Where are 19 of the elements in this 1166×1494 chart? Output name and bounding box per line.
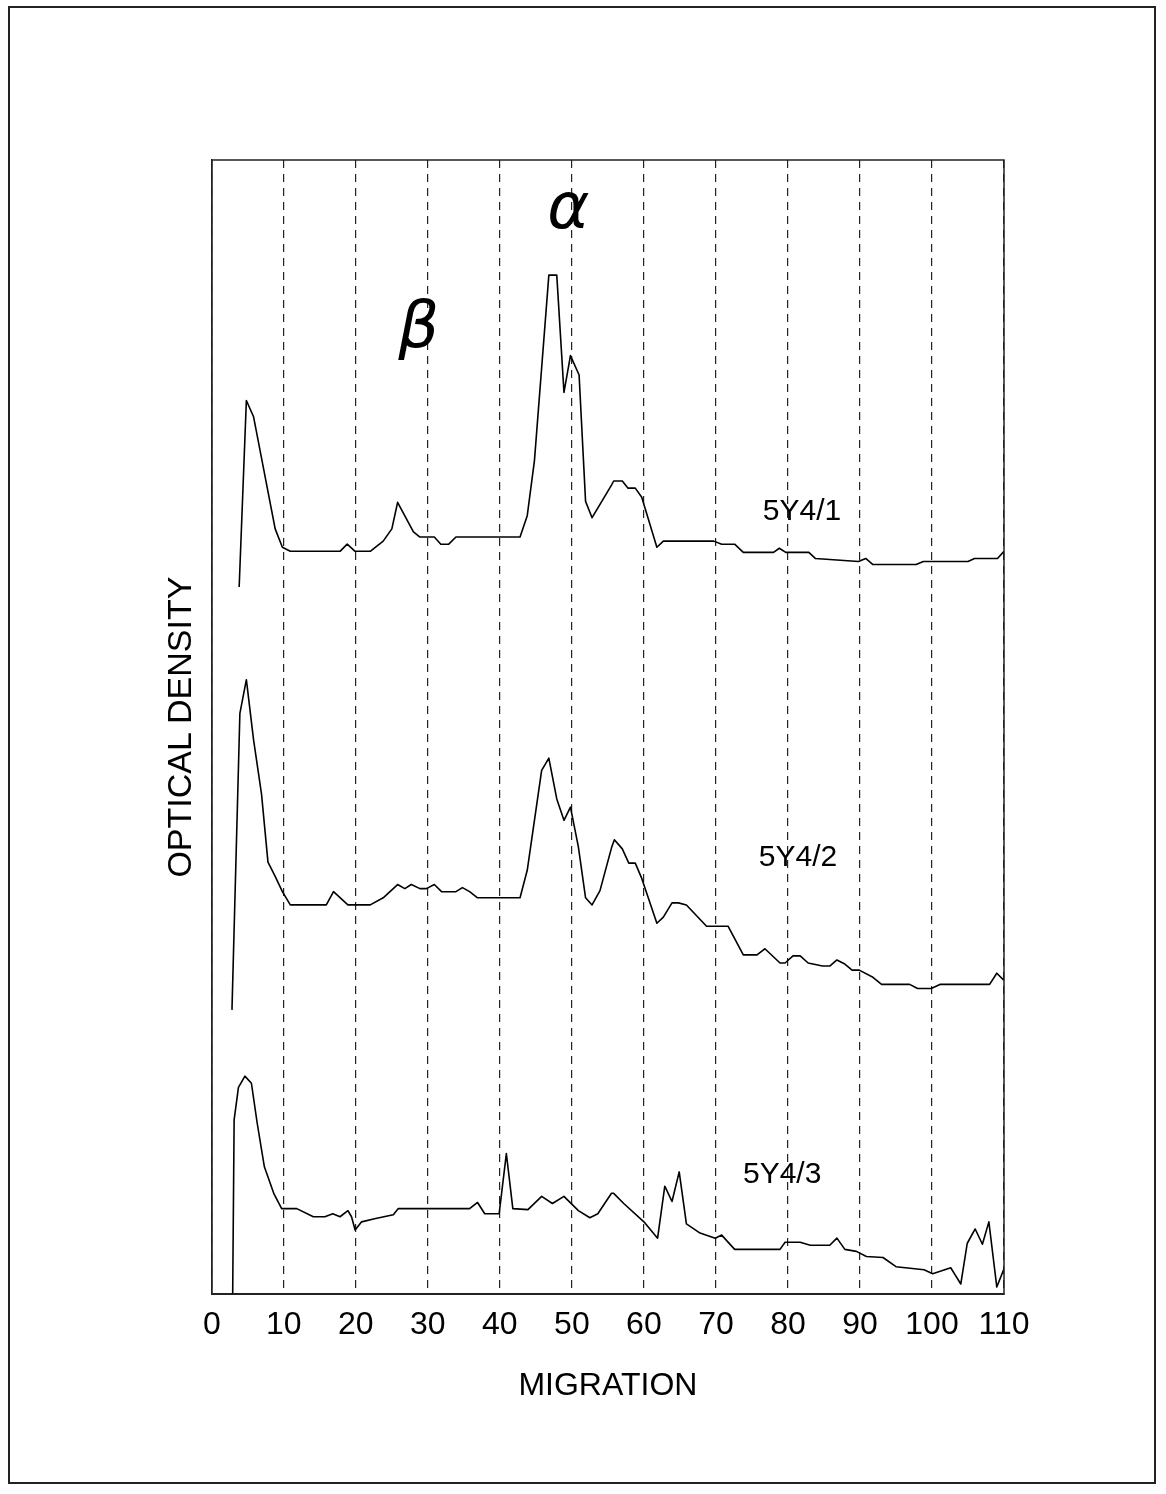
x-tick-label: 0 xyxy=(202,1305,221,1342)
x-tick-label: 50 xyxy=(554,1305,590,1342)
x-tick-label: 80 xyxy=(770,1305,806,1342)
x-tick-label: 70 xyxy=(698,1305,734,1342)
annotation: β xyxy=(397,287,439,362)
x-tick-label: 30 xyxy=(410,1305,446,1342)
x-tick-label: 40 xyxy=(482,1305,518,1342)
text: 5Y4/2 xyxy=(758,838,838,872)
x-tick-label: 20 xyxy=(338,1305,374,1342)
series-label: 5Y4/3 xyxy=(742,1156,822,1190)
text: α xyxy=(547,168,590,243)
x-tick-label: 90 xyxy=(842,1305,878,1342)
x-tick-label: 110 xyxy=(978,1305,1030,1342)
x-tick-label: 100 xyxy=(905,1305,959,1342)
x-axis-title: MIGRATION xyxy=(518,1365,698,1402)
x-tick-label: 10 xyxy=(266,1305,302,1342)
y-axis-title: OPTICAL DENSITY xyxy=(159,576,198,878)
x-tick-label: 60 xyxy=(626,1305,662,1342)
series-label: 5Y4/1 xyxy=(762,492,842,526)
